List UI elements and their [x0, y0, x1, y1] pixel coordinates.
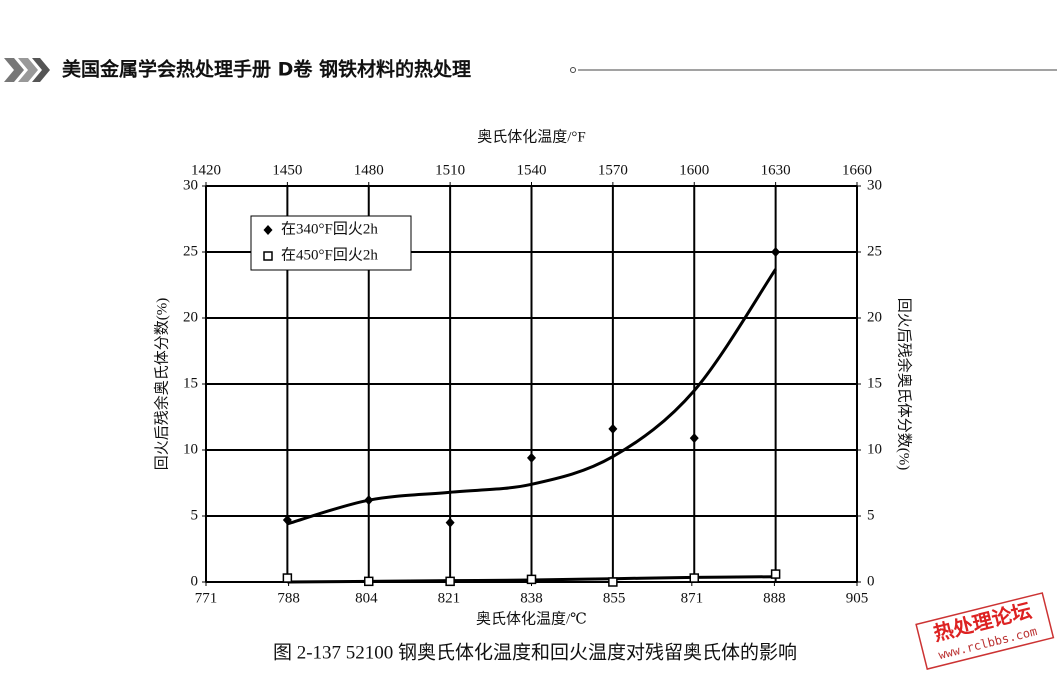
- x-tick-label: 1600: [679, 162, 709, 178]
- x2-axis-label: 奥氏体化温度/℃: [476, 610, 587, 627]
- x-tick-label: 1450: [272, 162, 302, 178]
- y2-tick-label: 10: [867, 441, 882, 457]
- point: [527, 452, 536, 463]
- y-tick-label: 10: [183, 441, 198, 457]
- x2-tick-label: 838: [520, 590, 543, 606]
- point: [689, 433, 699, 444]
- legend-marker: [263, 225, 273, 235]
- legend-marker: [263, 251, 273, 261]
- x2-tick-label: 905: [846, 590, 869, 606]
- header-icon: [4, 58, 50, 82]
- watermark-box: [915, 592, 1055, 670]
- point: [689, 573, 699, 583]
- point: [282, 514, 292, 525]
- x-tick-label: 1510: [435, 162, 465, 178]
- y-axis-label: 回火后残余奥氏体分数(%): [152, 298, 170, 471]
- x2-tick-label: 804: [355, 590, 378, 606]
- x-tick-label: 1540: [517, 162, 547, 178]
- y-tick-label: 25: [183, 243, 198, 259]
- point: [771, 247, 781, 257]
- x-tick-label: 1570: [598, 162, 628, 178]
- x2-tick-label: 871: [681, 590, 704, 606]
- y-tick-label: 5: [191, 507, 199, 523]
- x-tick-label: 1480: [354, 162, 384, 178]
- y2-tick-label: 25: [867, 243, 882, 259]
- legend-box: [250, 215, 412, 271]
- point: [445, 576, 455, 587]
- y2-tick-label: 30: [867, 177, 882, 193]
- caption: 图 2-137 52100 钢奥氏体化温度和回火温度对残留奥氏体的影响: [273, 641, 797, 663]
- x-tick-label: 1660: [842, 162, 872, 178]
- point: [608, 577, 618, 587]
- x2-tick-label: 788: [277, 590, 300, 606]
- y2-tick-label: 5: [867, 507, 875, 523]
- x2-tick-label: 855: [603, 590, 626, 606]
- x2-tick-label: 821: [438, 590, 461, 606]
- legend-label: 在450°F回火2h: [281, 246, 378, 263]
- point: [364, 495, 374, 506]
- x-axis-label: 奥氏体化温度/°F: [477, 128, 586, 145]
- x-tick-label: 1630: [761, 162, 791, 178]
- y2-axis-label: 回火后残余奥氏体分数(%): [896, 298, 914, 471]
- point: [282, 573, 293, 583]
- point: [770, 569, 781, 579]
- legend-label: 在340°F回火2h: [281, 220, 378, 237]
- x-tick-label: 1420: [191, 162, 221, 178]
- y2-tick-label: 15: [867, 375, 882, 391]
- y2-tick-label: 0: [867, 573, 875, 589]
- point: [445, 517, 455, 528]
- y-tick-label: 15: [183, 375, 198, 391]
- point: [364, 576, 374, 587]
- header-title: 美国金属学会热处理手册 D卷 钢铁材料的热处理: [62, 58, 471, 81]
- y-tick-label: 30: [183, 177, 198, 193]
- x2-tick-label: 888: [763, 590, 786, 606]
- header-dot: [570, 67, 576, 73]
- watermark: 热处理论坛 www.rclbbs.com: [915, 592, 1055, 670]
- x2-tick-label: 771: [195, 590, 218, 606]
- point: [526, 574, 537, 585]
- point: [608, 423, 618, 434]
- y-tick-label: 20: [183, 309, 198, 325]
- y-tick-label: 0: [191, 573, 199, 589]
- y2-tick-label: 20: [867, 309, 882, 325]
